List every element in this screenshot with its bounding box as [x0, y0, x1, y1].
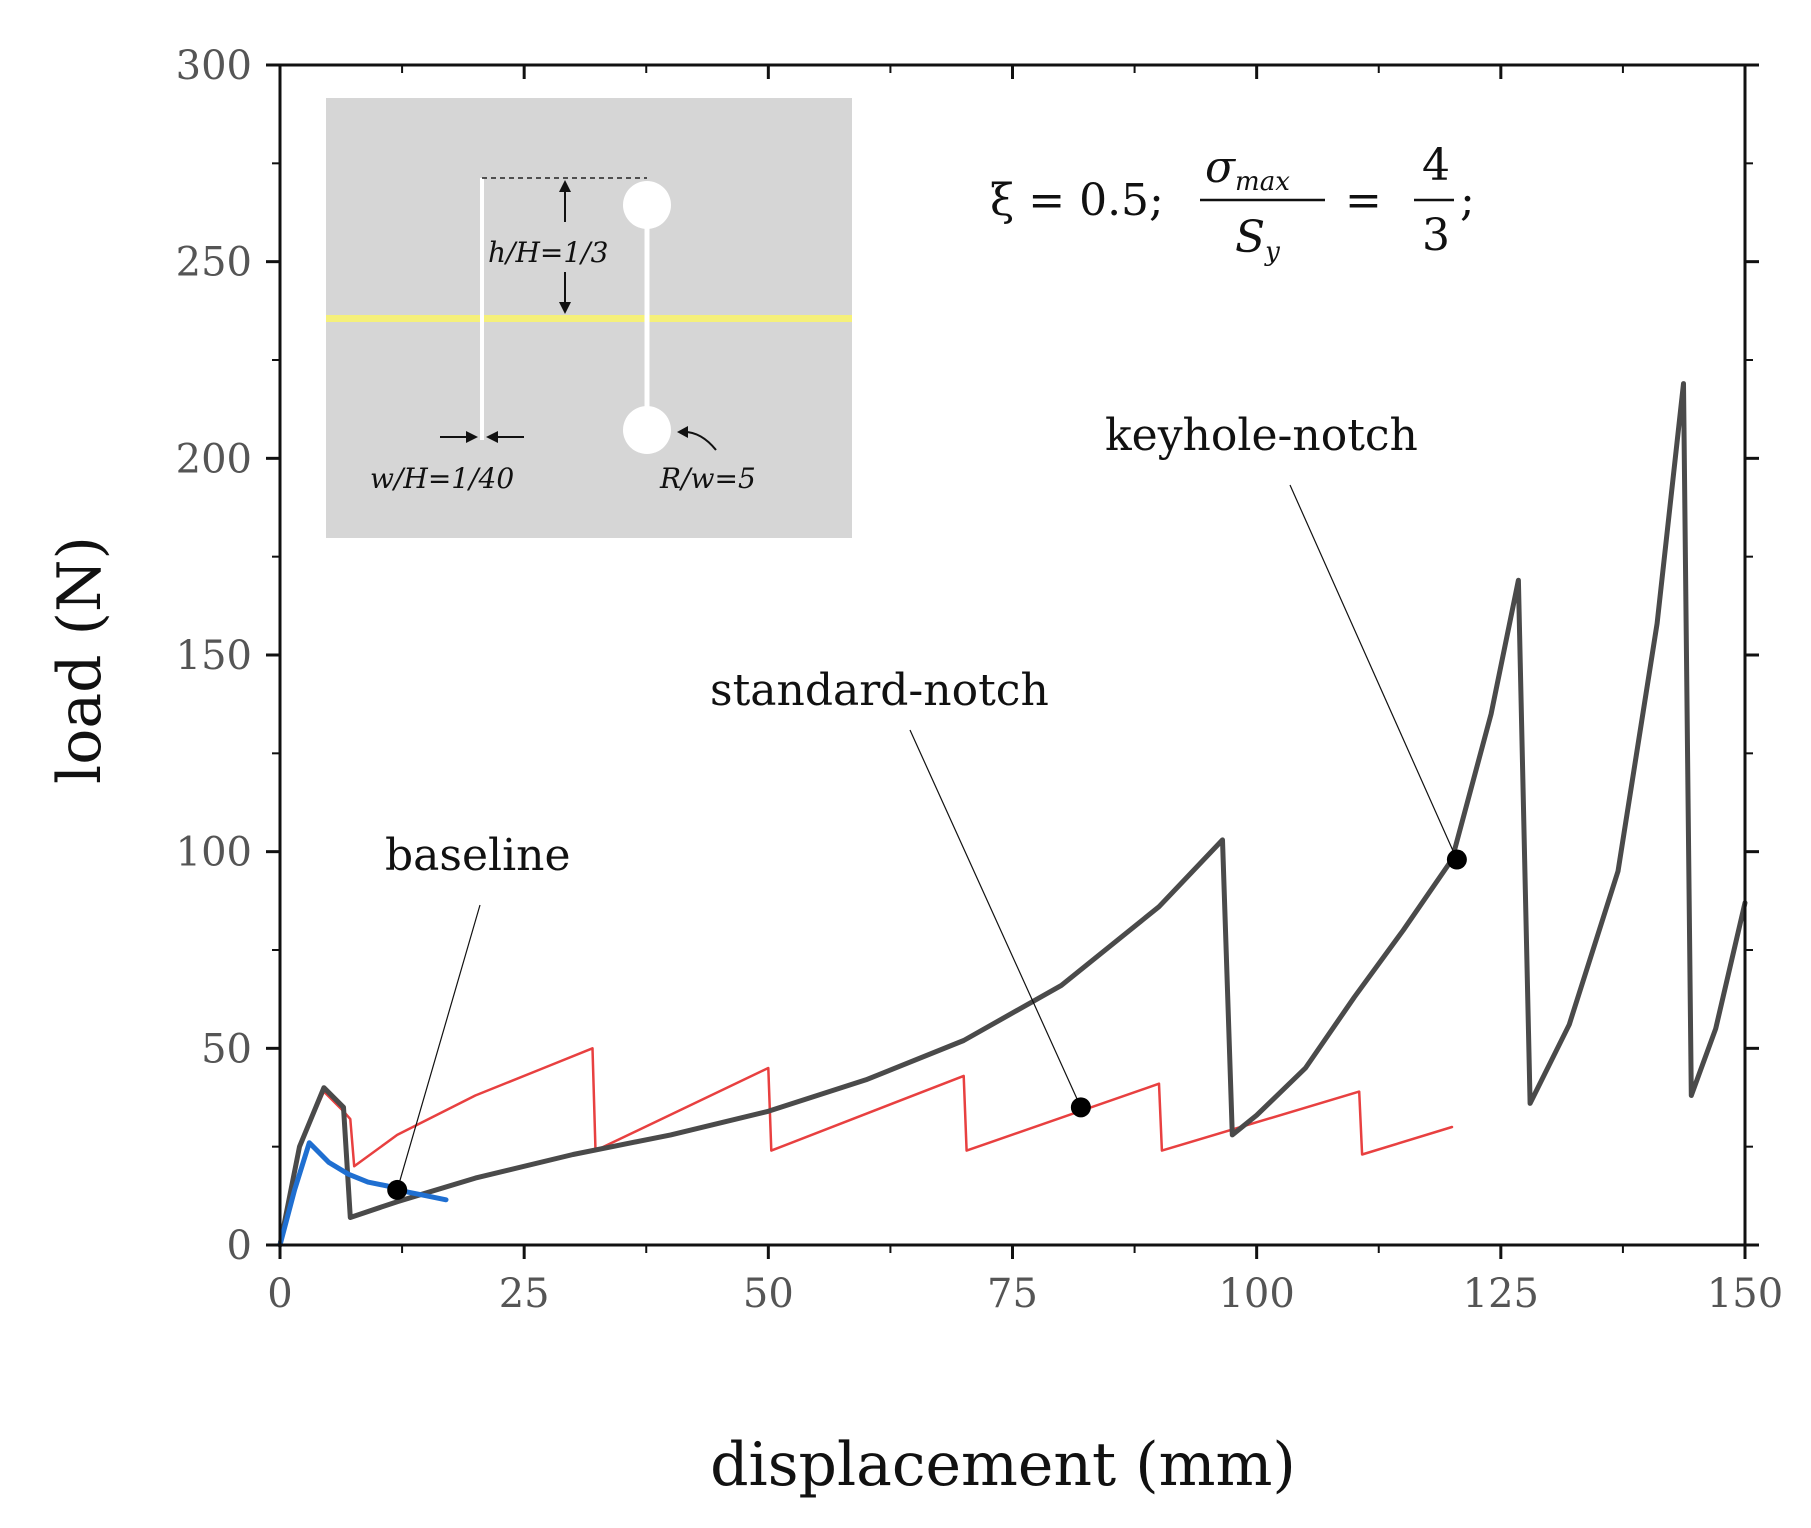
parameter-formula: ξ = 0.5; σmax Sy = 4 3 ; — [990, 140, 1475, 267]
axes-layer: 0 25 50 75 100 125 150 0 50 100 150 200 250 300 — [176, 43, 1784, 1317]
marker-keyhole-notch — [1446, 849, 1467, 870]
formula-sy: Sy — [1235, 212, 1280, 267]
series-line-baseline — [277, 1140, 449, 1248]
inset-yellow-band — [326, 315, 852, 322]
h-arrow-up-head — [559, 180, 571, 192]
annotation-keyhole-notch: keyhole-notch — [1105, 410, 1418, 461]
y-tick-label: 300 — [176, 43, 252, 89]
inset-w-label: w/H=1/40 — [370, 462, 514, 495]
formula-xi: ξ = 0.5; — [990, 175, 1164, 226]
formula-ratio-num: 4 — [1422, 140, 1450, 191]
annotation-standard-notch: standard-notch — [710, 665, 1049, 716]
inset-r-label: R/w=5 — [659, 462, 756, 495]
inset-h-label: h/H=1/3 — [488, 236, 608, 269]
x-tick-label: 75 — [987, 1271, 1038, 1317]
formula-sy-symbol: S — [1235, 212, 1265, 263]
formula-sigma-symbol: σ — [1205, 142, 1237, 193]
marker-baseline — [387, 1179, 408, 1200]
formula-trail: ; — [1460, 175, 1475, 226]
leader-line-keyhole-notch — [1289, 484, 1458, 860]
leader-line-baseline — [396, 904, 481, 1191]
y-tick-label: 200 — [176, 436, 252, 482]
marker-standard-notch — [1070, 1097, 1091, 1118]
annotation-layer: baseline standard-notch keyhole-notch — [385, 410, 1467, 1200]
x-axis-title: displacement (mm) — [710, 1430, 1296, 1500]
y-tick-label: 150 — [176, 633, 252, 679]
w-arrow-left-head — [466, 431, 478, 443]
r-arrow-head — [677, 426, 688, 438]
x-tick-label: 125 — [1463, 1271, 1539, 1317]
formula-sigma: σmax — [1205, 142, 1290, 197]
y-tick-label: 250 — [176, 240, 252, 286]
leader-line-standard-notch — [909, 729, 1082, 1108]
x-tick-label: 50 — [743, 1271, 794, 1317]
w-arrow-right-head — [486, 431, 498, 443]
formula-ratio-den: 3 — [1422, 210, 1450, 261]
annotation-baseline: baseline — [385, 830, 571, 881]
y-tick-label: 50 — [201, 1026, 252, 1072]
keyhole-top-circle — [623, 181, 671, 229]
y-axis-title: load (N) — [45, 536, 115, 784]
x-tick-label: 100 — [1218, 1271, 1294, 1317]
x-tick-label: 25 — [499, 1271, 550, 1317]
y-tick-label: 100 — [176, 830, 252, 876]
x-tick-label: 150 — [1707, 1271, 1783, 1317]
series-line-keyhole-notch — [277, 381, 1748, 1248]
formula-equals: = — [1345, 175, 1382, 226]
h-arrow-down-head — [559, 302, 571, 314]
y-tick-label: 0 — [227, 1223, 252, 1269]
formula-sy-sub: y — [1264, 237, 1280, 267]
keyhole-bottom-circle — [623, 406, 671, 454]
x-tick-label: 0 — [267, 1271, 292, 1317]
plot-layer — [277, 381, 1748, 1248]
formula-sigma-sub: max — [1235, 167, 1290, 197]
inset-diagram: h/H=1/3 w/H=1/40 R/w=5 — [326, 98, 852, 538]
